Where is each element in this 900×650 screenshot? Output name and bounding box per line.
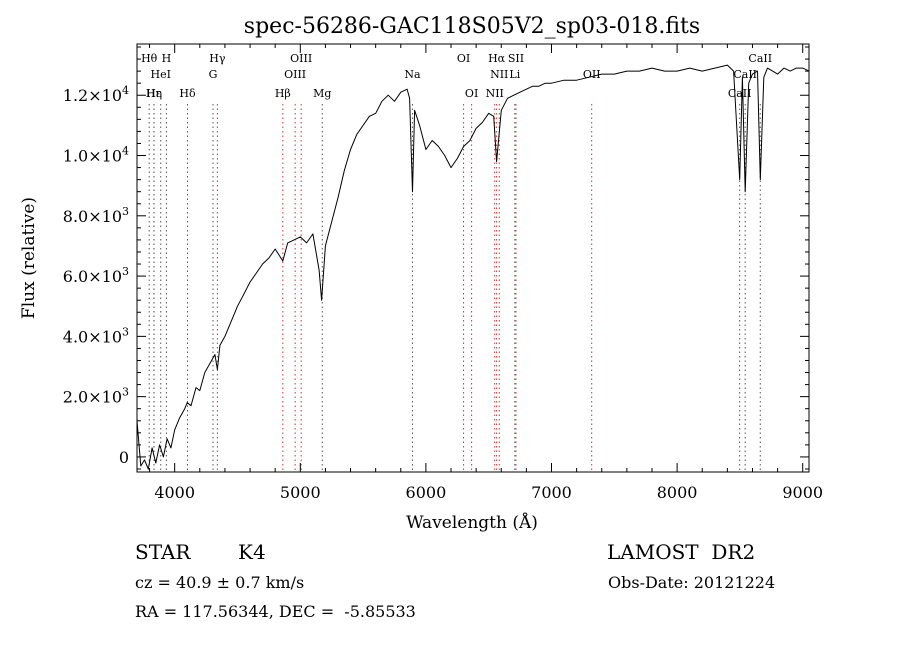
y-tick-base: 8.0×10 (63, 207, 122, 226)
spectrum-trace (136, 64, 810, 470)
y-tick-base: 0 (119, 448, 129, 467)
y-tick-base: 4.0×10 (63, 327, 122, 346)
spectral-line-label: Hγ (209, 52, 226, 65)
y-tick-exponent: 3 (122, 265, 129, 278)
spectral-line-label: SII (508, 52, 524, 65)
spectral-line-label: OI (457, 52, 470, 65)
spectral-line-label: H (162, 52, 172, 65)
y-tick-exponent: 3 (122, 325, 129, 338)
y-tick-base: 1.2×10 (63, 86, 122, 105)
spectral-line-label: Hα (488, 52, 506, 65)
coordinates: RA = 117.56344, DEC = -5.85533 (135, 602, 416, 621)
spectral-line-label: OIII (290, 52, 312, 65)
star-subclass: K4 (238, 540, 266, 564)
y-axis-label: Flux (relative) (19, 197, 39, 319)
spectral-line-label: Hδ (179, 87, 196, 100)
y-tick-exponent: 4 (122, 84, 129, 97)
y-tick-label: 4.0×103 (63, 325, 129, 346)
spectral-line-label: NII (486, 87, 504, 100)
x-tick-label: 5000 (280, 483, 321, 502)
y-tick-label: 0 (119, 448, 129, 467)
spectral-line-label: NII (490, 68, 508, 81)
spectral-line-label: CaII (733, 68, 757, 81)
spectral-line-label: CaII (748, 52, 772, 65)
spectral-line-label: OII (583, 68, 601, 81)
star-type: STAR (135, 540, 191, 564)
y-tick-label: 2.0×103 (63, 386, 129, 407)
y-tick-base: 6.0×10 (63, 267, 122, 286)
obs-date: Obs-Date: 20121224 (608, 573, 776, 592)
spectral-line-label: Hβ (275, 87, 291, 100)
y-tick-label: 6.0×103 (63, 265, 129, 286)
x-tick-label: 9000 (782, 483, 823, 502)
y-tick-base: 2.0×10 (63, 388, 122, 407)
spectral-line-label: CaII (728, 87, 752, 100)
spectral-line-label: OIII (284, 68, 306, 81)
axes-ticks: 4000 5000 6000 7000 8000 900002.0×1034.0×1036… (63, 44, 823, 502)
x-tick-label: 8000 (657, 483, 698, 502)
plot-frame (136, 43, 810, 473)
spectral-line-label: G (209, 68, 218, 81)
spectral-line-label: Na (404, 68, 421, 81)
chart-title: spec-56286-GAC118S05V2_sp03-018.fits (244, 14, 700, 39)
spectral-line-label: Mg (313, 87, 331, 100)
y-tick-label: 1.0×104 (63, 145, 129, 166)
x-tick-label: 7000 (531, 483, 572, 502)
survey-name: LAMOST DR2 (607, 540, 756, 564)
y-tick-exponent: 3 (122, 386, 129, 399)
y-tick-label: 1.2×104 (63, 84, 129, 105)
x-axis-label: Wavelength (Å) (406, 512, 538, 533)
spectral-line-label: OI (465, 87, 478, 100)
y-tick-exponent: 4 (122, 145, 129, 158)
redshift-cz: cz = 40.9 ± 0.7 km/s (135, 573, 305, 592)
spectral-line-label: HeI (151, 68, 171, 81)
spectral-line-label: Hε (146, 87, 162, 100)
y-tick-exponent: 3 (122, 205, 129, 218)
x-tick-label: 6000 (406, 483, 447, 502)
spectral-line-label: Hη (146, 87, 162, 100)
spectral-line-label: Li (509, 68, 520, 81)
y-tick-label: 8.0×103 (63, 205, 129, 226)
x-tick-label: 4000 (154, 483, 195, 502)
y-tick-base: 1.0×10 (63, 147, 122, 166)
spectral-line-label: Hθ (141, 52, 158, 65)
